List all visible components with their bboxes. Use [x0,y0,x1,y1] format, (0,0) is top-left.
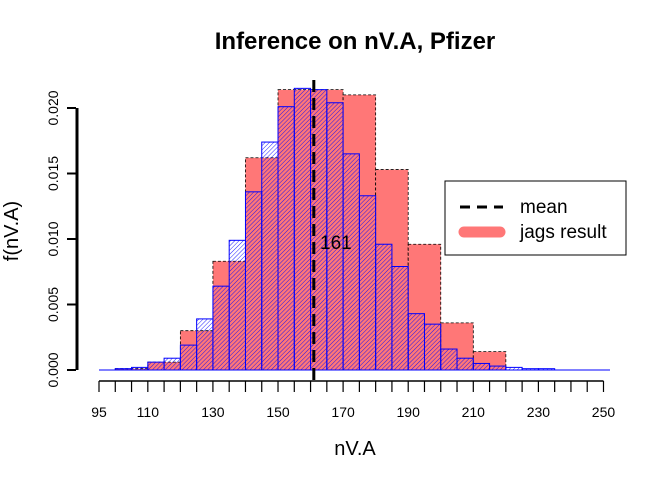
sample-bar [212,285,230,371]
sample-bar [489,365,507,371]
y-tick-label: 0.015 [45,156,61,191]
sample-bar [407,313,425,371]
x-tick-label: 210 [462,404,486,420]
y-tick-label: 0.010 [45,221,61,256]
sample-bar [456,357,474,371]
x-tick-label: 250 [592,404,616,420]
x-tick-label: 130 [201,404,225,420]
sample-bar [196,318,214,371]
sample-bar [440,348,458,371]
sample-bar [261,141,279,371]
sample-bar [342,153,360,371]
plot-area [99,80,610,380]
mean-value-label: 161 [320,233,352,254]
legend-jags-label: jags result [519,222,607,243]
x-tick-label: 190 [397,404,421,420]
legend-mean-label: mean [520,197,568,218]
sample-bar [423,323,442,371]
y-tick-label: 0.020 [45,90,61,125]
sample-bar [358,195,377,371]
x-tick-label: 230 [527,404,551,420]
legend: mean jags result [444,180,627,256]
y-tick-label: 0.005 [45,287,61,322]
y-tick-label: 0.000 [45,352,61,387]
x-tick-label: 95 [91,404,107,420]
x-axis-label: nV.A [334,438,376,460]
x-tick-label: 170 [331,404,355,420]
sample-bar [293,87,312,371]
sample-bar [244,191,263,371]
chart-title: Inference on nV.A, Pfizer [215,28,496,55]
sample-bar [375,243,393,371]
sample-bar [472,362,491,371]
legend-box [444,180,627,256]
sample-bar [391,266,409,371]
sample-bar [163,357,181,371]
y-axis-label: f(nV.A) [1,201,23,261]
x-tick-label: 110 [137,404,160,420]
sample-bar [277,106,295,371]
sample-bar [228,239,246,371]
axes: 0.000 0.005 0.010 0.015 0.020 95 110 130 150 170 1… [45,90,615,420]
x-tick-label: 150 [266,404,290,420]
sample-bar [147,361,165,371]
sample-bar [179,344,198,371]
